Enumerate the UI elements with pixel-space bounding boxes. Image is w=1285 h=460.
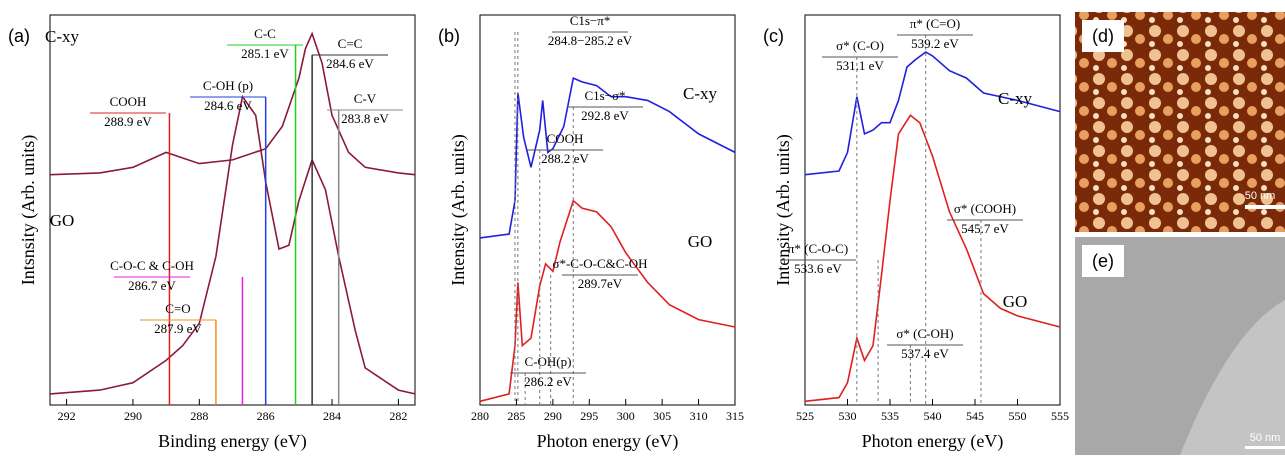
marker-label: π* (C-O-C) [788,241,848,256]
x-tick-label: 315 [726,409,744,423]
x-tick-label: 285 [507,409,525,423]
marker-value: 289.7eV [578,276,623,291]
marker-value: 288.9 eV [104,114,152,129]
y-axis-label: Intsnsity (Arb. units) [18,135,39,286]
series-label: GO [50,211,75,230]
series-label: GO [688,232,713,251]
marker-value: 286.7 eV [128,278,176,293]
x-tick-label: 280 [471,409,489,423]
marker-value: 286.2 eV [524,374,572,389]
x-tick-label: 282 [389,409,407,423]
x-tick-label: 540 [924,409,942,423]
spectrum-line [804,114,1061,403]
marker-value: 292.8 eV [581,108,629,123]
x-tick-label: 292 [58,409,76,423]
marker-label: σ* (COOH) [954,201,1016,216]
marker-value: 531.1 eV [836,58,884,73]
x-tick-label: 550 [1009,409,1027,423]
marker-value: 533.6 eV [794,261,842,276]
scale-label: 50 nm [1245,190,1276,202]
marker-value: 288.2 eV [541,151,589,166]
panel-label: (a) [8,26,30,46]
marker-label: C-O-C & C-OH [110,258,194,273]
x-axis-label: Binding energy (eV) [158,431,307,452]
marker-label: C-C [254,26,276,41]
marker-label: C-OH(p) [525,354,572,369]
x-tick-label: 545 [966,409,984,423]
x-tick-label: 300 [617,409,635,423]
marker-value: 283.8 eV [341,111,389,126]
panel-label: (e) [1092,251,1114,271]
x-tick-label: 535 [881,409,899,423]
series-label: GO [1003,292,1028,311]
y-axis-label: Intensity (Arb. units) [448,134,469,285]
x-tick-label: 555 [1051,409,1069,423]
x-tick-label: 284 [323,409,341,423]
plot-frame [49,14,416,406]
marker-label: C=C [338,36,363,51]
plot-frame [479,14,736,406]
series-label: C-xy [998,89,1033,108]
marker-value: 537.4 eV [901,346,949,361]
spectrum-line [479,199,736,403]
x-tick-label: 305 [653,409,671,423]
marker-label: C1s−σ* [584,88,625,103]
scale-label: 50 nm [1250,432,1281,444]
series-label: C-xy [683,84,718,103]
marker-value: 545.7 eV [961,221,1009,236]
x-tick-label: 525 [796,409,814,423]
y-axis-label: Intensity (Arb. units) [773,134,794,285]
marker-value: 284.6 eV [204,98,252,113]
x-tick-label: 286 [257,409,275,423]
marker-label: C=O [165,301,190,316]
marker-label: σ* (C-O) [836,38,884,53]
marker-value: 539.2 eV [911,36,959,51]
x-axis-label: Photon energy (eV) [537,431,679,452]
panel-label: (d) [1092,26,1114,46]
marker-label: C1s−π* [570,13,611,28]
marker-value: 285.1 eV [241,46,289,61]
marker-value: 284.6 eV [326,56,374,71]
x-tick-label: 295 [580,409,598,423]
marker-value: 287.9 eV [154,321,202,336]
marker-value: 284.8−285.2 eV [548,33,633,48]
x-tick-label: 310 [690,409,708,423]
marker-label: C-OH (p) [203,78,253,93]
marker-label: COOH [547,131,584,146]
x-tick-label: 288 [190,409,208,423]
marker-label: COOH [110,94,147,109]
marker-label: σ* (C-OH) [896,326,953,341]
tem-region [1180,300,1285,455]
marker-label: C-V [354,91,377,106]
panel-label: (b) [438,26,460,46]
panel-label-box [1082,20,1124,52]
x-tick-label: 530 [839,409,857,423]
marker-label: π* (C=O) [910,16,960,31]
panel-label-box [1082,245,1124,277]
x-tick-label: 290 [124,409,142,423]
spectrum-line [49,31,416,176]
scale-bar [1245,205,1285,209]
series-label: C-xy [45,27,80,46]
x-axis-label: Photon energy (eV) [862,431,1004,452]
spectrum-line [49,94,416,395]
spectrum-line [479,76,736,239]
marker-label: σ*-C-O-C&C-OH [552,256,647,271]
panel-label: (c) [763,26,784,46]
spectrum-line [804,51,1061,176]
scale-bar [1245,446,1285,449]
x-tick-label: 290 [544,409,562,423]
